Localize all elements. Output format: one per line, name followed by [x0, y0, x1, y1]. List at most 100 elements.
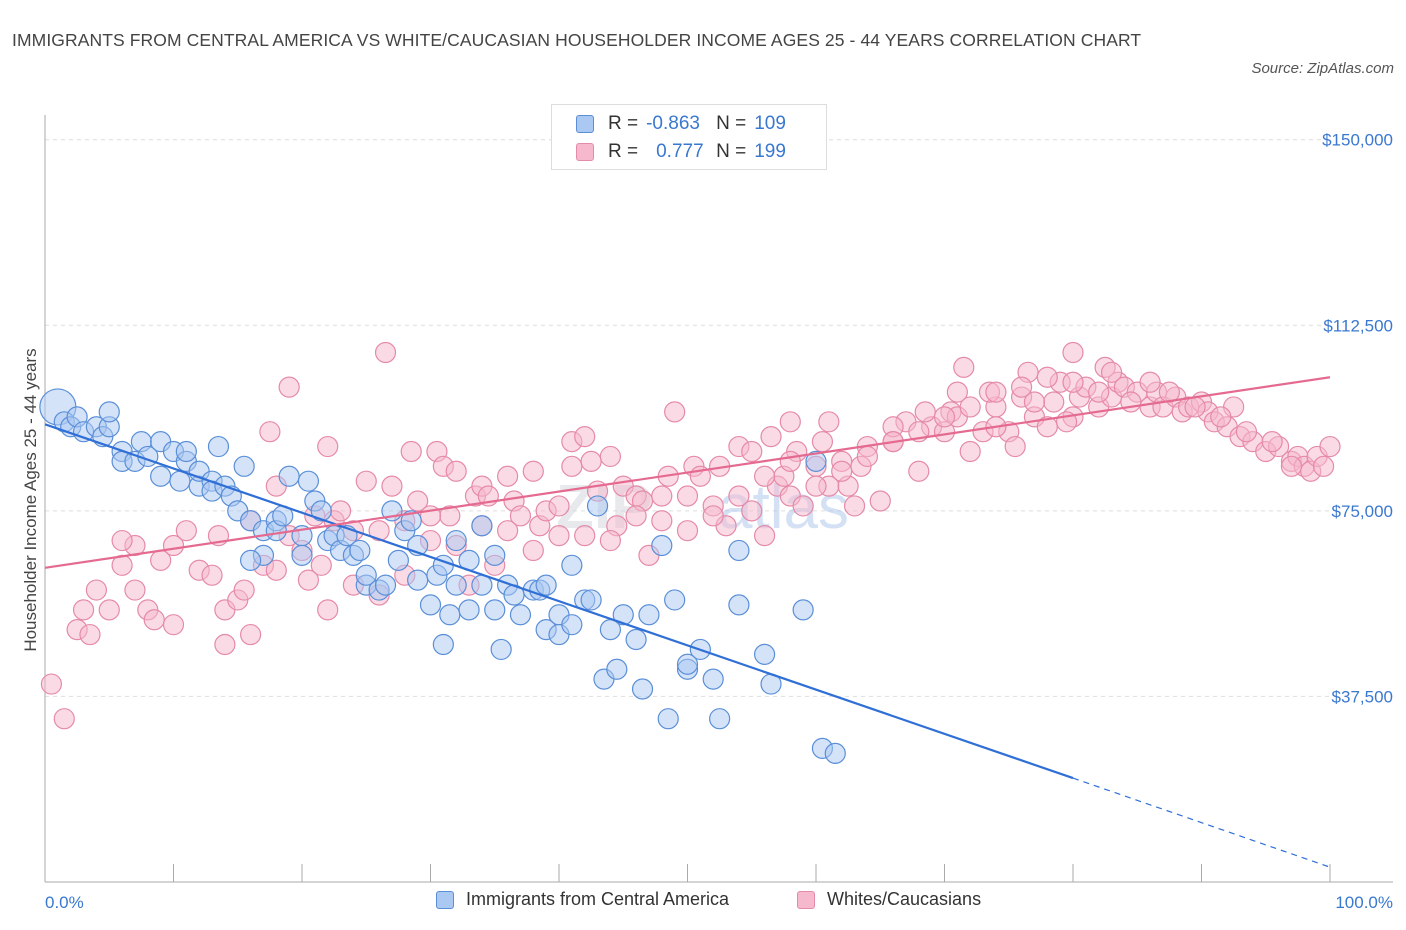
- pink-point: [1043, 391, 1065, 413]
- pink-point: [1088, 381, 1110, 403]
- pink-point: [760, 426, 782, 448]
- pink-point: [946, 381, 968, 403]
- pink-point: [355, 470, 377, 492]
- pink-point: [651, 510, 673, 532]
- pink-point: [143, 609, 165, 631]
- trend-line-pink: [44, 376, 1331, 569]
- pink-point: [72, 599, 95, 621]
- blue-point: [175, 440, 197, 463]
- blue-point: [638, 604, 660, 626]
- blue-point: [240, 549, 262, 571]
- pink-point: [259, 421, 281, 443]
- trend-line-blue-dashed: [1072, 777, 1331, 868]
- pink-point: [779, 450, 801, 472]
- blue-point: [606, 658, 628, 680]
- pink-point: [664, 401, 686, 423]
- pink-point: [310, 554, 332, 576]
- pink-point: [548, 495, 570, 517]
- pink-point: [792, 495, 814, 517]
- pink-point: [98, 599, 120, 621]
- pink-point: [1139, 371, 1161, 393]
- blue-point: [407, 569, 429, 591]
- pink-point: [625, 505, 647, 527]
- blue-point: [509, 604, 532, 626]
- blue-point: [150, 465, 172, 487]
- pink-point: [753, 465, 776, 487]
- legend-r-value-pink: 0.777: [656, 141, 704, 162]
- legend-r-label: R =: [608, 113, 639, 134]
- y-tick-label-3: $150,000: [1322, 131, 1393, 150]
- pink-point: [1312, 455, 1335, 477]
- pink-point: [265, 559, 287, 581]
- pink-point: [381, 475, 403, 497]
- blue-point: [291, 544, 313, 567]
- pink-point: [959, 440, 981, 463]
- blue-point: [753, 643, 776, 665]
- pink-point: [985, 381, 1007, 403]
- blue-point: [432, 633, 454, 656]
- pink-point: [741, 440, 763, 463]
- pink-point: [1062, 371, 1084, 393]
- pink-point: [548, 525, 570, 547]
- pink-point: [85, 579, 108, 601]
- blue-point: [439, 604, 461, 626]
- blue-point: [233, 455, 255, 477]
- pink-point: [959, 396, 981, 418]
- pink-point: [741, 500, 763, 522]
- x-tick-max: 100.0%: [1335, 893, 1393, 912]
- pink-point: [317, 599, 339, 621]
- pink-point: [214, 633, 236, 656]
- blue-point: [98, 401, 120, 423]
- blue-point: [349, 539, 371, 562]
- source-label: Source: ZipAtlas.com: [1251, 60, 1394, 77]
- blue-point: [805, 450, 827, 472]
- pink-point: [1004, 435, 1026, 458]
- blue-point: [709, 708, 731, 730]
- chart-title: IMMIGRANTS FROM CENTRAL AMERICA VS WHITE…: [12, 30, 1142, 50]
- blue-point: [490, 638, 512, 661]
- pink-point: [676, 520, 699, 542]
- pink-point: [201, 564, 223, 586]
- series-central-america: [39, 388, 846, 764]
- pink-point: [329, 500, 352, 522]
- pink-point: [374, 341, 397, 364]
- blue-point: [561, 614, 583, 636]
- pink-point: [400, 440, 422, 463]
- y-tick-label-1: $75,000: [1332, 502, 1393, 521]
- legend-r-label: R =: [608, 141, 639, 162]
- pink-point: [1062, 341, 1084, 364]
- blue-point: [702, 668, 724, 690]
- pink-point: [1120, 391, 1142, 413]
- blue-point: [580, 589, 602, 611]
- blue-point: [278, 465, 300, 487]
- legend-r-value-blue: -0.863: [646, 113, 700, 134]
- pink-point: [1280, 455, 1303, 477]
- pink-point: [497, 465, 519, 487]
- grid-lines: [45, 139, 1330, 697]
- blue-point: [728, 539, 750, 562]
- blue-point: [535, 574, 557, 596]
- pink-point: [574, 426, 596, 448]
- blue-point: [400, 510, 422, 532]
- blue-point: [445, 574, 467, 596]
- pink-point: [908, 460, 930, 482]
- blue-point: [445, 529, 467, 552]
- blue-point: [310, 500, 332, 522]
- pink-point: [407, 490, 429, 512]
- bottom-legend-swatch-pink: [797, 890, 815, 909]
- pink-point: [278, 376, 300, 398]
- bottom-legend-pink: Whites/Caucasians: [797, 889, 981, 910]
- blue-point: [676, 653, 699, 675]
- blue-point: [458, 599, 480, 621]
- trend-line-blue: [44, 423, 1074, 780]
- pink-point: [1036, 366, 1058, 388]
- blue-point: [387, 549, 409, 571]
- pink-point: [1023, 391, 1046, 413]
- blue-point: [792, 599, 814, 621]
- pink-point: [509, 505, 532, 527]
- bottom-legend-swatch-blue: [436, 890, 454, 909]
- pink-point: [843, 495, 866, 517]
- pink-point: [561, 455, 583, 477]
- pink-point: [1210, 406, 1232, 428]
